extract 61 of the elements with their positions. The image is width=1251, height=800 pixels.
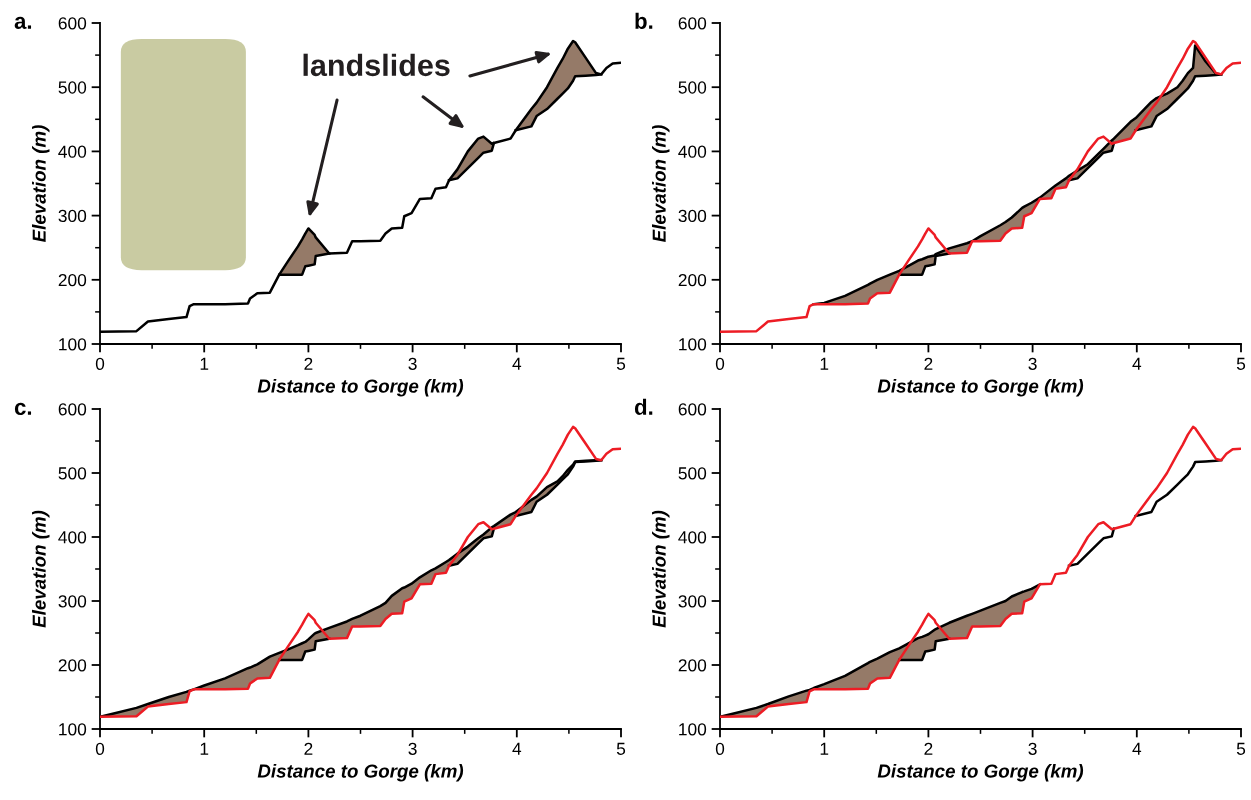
y-tick-label: 600 (678, 403, 707, 416)
y-axis-title: Elevation (m) (652, 510, 670, 628)
chart-title: d. (634, 398, 653, 415)
x-tick-label: 1 (200, 742, 209, 755)
x-tick-label: 3 (1028, 357, 1037, 370)
y-axis-title: Elevation (m) (32, 125, 50, 243)
y-tick-label: 600 (678, 17, 707, 30)
x-tick-label: 1 (820, 742, 829, 755)
x-tick-label: 5 (1236, 357, 1246, 370)
chart-title: a. (14, 16, 32, 29)
y-tick-label: 400 (58, 145, 87, 158)
y-tick-label: 100 (679, 338, 707, 351)
y-tick-label: 600 (58, 17, 87, 30)
x-tick-label: 5 (616, 742, 626, 755)
x-tick-label: 0 (715, 742, 725, 755)
x-tick-label: 0 (715, 357, 725, 370)
x-tick-label: 1 (200, 357, 209, 370)
x-tick-label: 3 (1028, 742, 1037, 755)
y-tick-label: 300 (678, 209, 707, 223)
x-axis-title: Distance to Gorge (km) (257, 763, 464, 782)
y-tick-label: 200 (678, 273, 707, 287)
y-tick-label: 400 (678, 145, 707, 158)
x-axis-title: Distance to Gorge (km) (257, 378, 464, 397)
x-tick-label: 3 (408, 357, 417, 370)
y-tick-label: 500 (678, 81, 707, 94)
y-tick-label: 300 (58, 209, 87, 223)
x-tick-label: 2 (304, 357, 313, 370)
y-tick-label: 300 (58, 595, 87, 608)
x-tick-label: 5 (1236, 742, 1246, 755)
x-tick-label: 2 (924, 742, 933, 755)
y-tick-label: 500 (58, 467, 87, 480)
x-tick-label: 4 (512, 742, 522, 755)
y-tick-label: 300 (678, 595, 707, 608)
y-tick-label: 600 (58, 403, 87, 416)
y-tick-label: 200 (678, 659, 707, 672)
y-axis-title: Elevation (m) (652, 125, 670, 243)
x-tick-label: 1 (820, 357, 829, 370)
x-tick-label: 0 (95, 742, 105, 755)
x-axis-title: Distance to Gorge (km) (877, 378, 1084, 397)
x-tick-label: 5 (616, 357, 626, 370)
x-tick-label: 4 (512, 357, 522, 370)
x-tick-label: 0 (95, 357, 105, 370)
y-tick-label: 200 (58, 273, 87, 287)
chart-title: b. (635, 12, 653, 29)
y-tick-label: 500 (678, 467, 707, 480)
x-tick-label: 3 (408, 742, 417, 755)
chart-title: c. (14, 402, 32, 415)
x-tick-label: 2 (304, 742, 313, 755)
y-tick-label: 500 (58, 81, 87, 94)
x-tick-label: 2 (924, 357, 933, 370)
y-tick-label: 100 (59, 723, 87, 736)
y-tick-label: 200 (58, 659, 87, 672)
x-axis-title: Distance to Gorge (km) (877, 763, 1084, 782)
y-tick-label: 100 (59, 338, 87, 351)
y-tick-label: 400 (58, 531, 87, 544)
y-axis-title: Elevation (m) (32, 510, 50, 628)
x-tick-label: 4 (1132, 742, 1142, 755)
y-tick-label: 400 (678, 531, 707, 544)
x-tick-label: 4 (1132, 357, 1142, 370)
y-tick-label: 100 (679, 723, 707, 736)
annotation: landslides (303, 53, 450, 77)
